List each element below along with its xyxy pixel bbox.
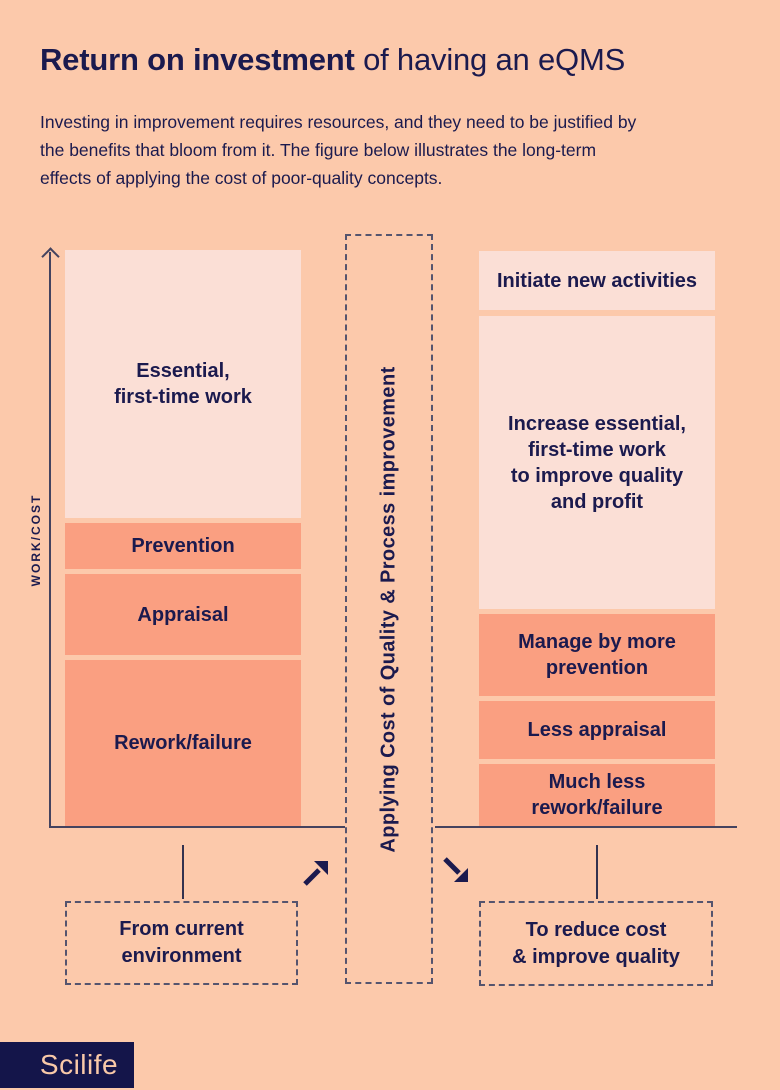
bar-prevention: Prevention — [65, 523, 301, 569]
center-process-label: Applying Cost of Quality & Process impro… — [377, 365, 400, 853]
to-reduce-cost-box: To reduce cost & improve quality — [479, 901, 713, 986]
x-axis-left — [49, 826, 345, 828]
page-title: Return on investment of having an eQMS — [40, 42, 625, 78]
y-axis-label: WORK/COST — [29, 493, 43, 587]
page-title-bold: Return on investment — [40, 42, 355, 77]
intro-paragraph: Investing in improvement requires resour… — [40, 112, 637, 188]
bar-essential-first-time-work: Essential, first-time work — [65, 250, 301, 518]
up-right-arrow-icon — [303, 861, 328, 886]
down-right-arrow-icon — [443, 857, 468, 882]
from-current-environment-box: From current environment — [65, 901, 298, 985]
y-axis-arrowhead-icon — [41, 247, 60, 266]
scilife-logo: Scilife — [0, 1042, 134, 1088]
y-axis-line — [49, 252, 51, 827]
bar-increase-essential-work: Increase essential, first-time work to i… — [479, 316, 715, 609]
bar-initiate-new-activities: Initiate new activities — [479, 251, 715, 310]
bar-less-appraisal: Less appraisal — [479, 701, 715, 759]
x-axis-right — [435, 826, 737, 828]
bar-manage-by-more-prevention: Manage by more prevention — [479, 614, 715, 696]
center-process-column: Applying Cost of Quality & Process impro… — [345, 234, 433, 984]
right-connector-line — [596, 845, 598, 899]
bar-appraisal: Appraisal — [65, 574, 301, 655]
bar-much-less-rework-failure: Much less rework/failure — [479, 764, 715, 826]
left-connector-line — [182, 845, 184, 899]
page-title-regular: of having an eQMS — [354, 42, 626, 77]
bar-rework-failure: Rework/failure — [65, 660, 301, 826]
